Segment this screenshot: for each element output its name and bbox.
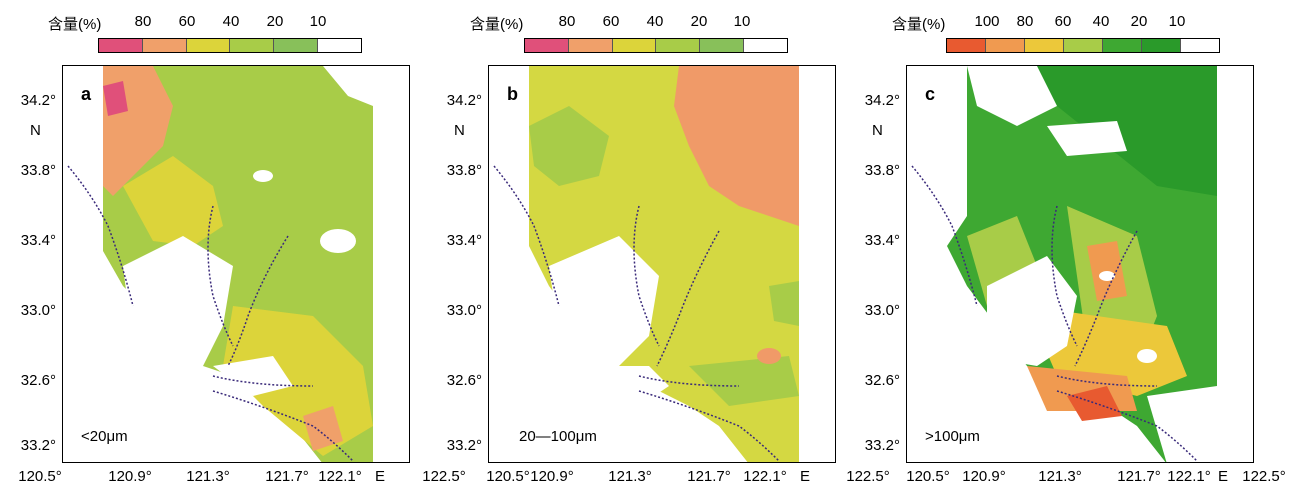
legend-swatch: [1142, 39, 1181, 52]
y-tick-label: 34.2°: [20, 92, 56, 109]
legend-tick: 10: [309, 13, 327, 30]
legend-swatch: [274, 39, 319, 52]
legend-tick: 40: [222, 13, 240, 30]
x-tick-label: 122.1°: [743, 468, 787, 485]
y-tick-label: 33.2°: [864, 437, 900, 454]
y-tick-label: 32.6°: [20, 372, 56, 389]
x-tick-label: 120.5°: [18, 468, 62, 485]
legend-swatch: [186, 39, 231, 52]
legend-tick: 60: [1054, 13, 1072, 30]
x-tick-label: 120.9°: [530, 468, 574, 485]
legend-swatch: [1181, 39, 1219, 52]
panel-b: 122.5° 含量(%) 80 60 40 20 10 b 20—100μm: [422, 0, 852, 492]
legend-tick: 40: [646, 13, 664, 30]
legend-swatch: [525, 39, 569, 52]
legend-title: 含量(%): [48, 16, 102, 33]
y-tick-label: 33.8°: [446, 162, 482, 179]
x-tick-label: 121.3°: [186, 468, 230, 485]
grain-size-label: <20μm: [81, 428, 128, 445]
legend-tick: 60: [602, 13, 620, 30]
x-tick-label: 121.3°: [608, 468, 652, 485]
y-tick-label: 34.2°: [864, 92, 900, 109]
panel-c: 122.5° 含量(%) 100 80 60 40 20 10: [844, 0, 1286, 492]
x-tick-label: 120.9°: [108, 468, 152, 485]
x-tick-label: 122.1°: [1167, 468, 1211, 485]
y-axis-unit: N: [454, 122, 465, 139]
legend-swatch: [986, 39, 1025, 52]
legend-title: 含量(%): [470, 16, 524, 33]
x-tick-label: 120.9°: [962, 468, 1006, 485]
x-tick-label: 122.5°: [1242, 468, 1286, 485]
y-axis-unit: N: [30, 122, 41, 139]
x-tick-label: 121.3°: [1038, 468, 1082, 485]
y-tick-label: 32.6°: [446, 372, 482, 389]
x-tick-label: 121.7°: [687, 468, 731, 485]
legend-tick: 20: [690, 13, 708, 30]
legend-tick: 10: [1168, 13, 1186, 30]
panel-a: 含量(%) 80 60 40 20 10: [0, 0, 430, 492]
contour-map: [489, 66, 835, 462]
x-tick-label: 120.5°: [906, 468, 950, 485]
contour-map: [63, 66, 409, 462]
x-axis-unit: E: [374, 468, 386, 485]
y-tick-label: 33.0°: [20, 302, 56, 319]
legend-swatch: [612, 39, 657, 52]
legend-swatch: [1025, 39, 1064, 52]
x-tick-label: 122.5°: [422, 468, 466, 485]
legend-swatch: [568, 39, 613, 52]
panel-letter: c: [925, 84, 936, 104]
y-tick-label: 33.0°: [864, 302, 900, 319]
y-tick-label: 33.4°: [446, 232, 482, 249]
y-tick-label: 33.4°: [864, 232, 900, 249]
legend-swatch: [1103, 39, 1142, 52]
legend-swatch: [142, 39, 187, 52]
legend-tick: 100: [974, 13, 1000, 30]
color-legend: [524, 38, 788, 53]
x-tick-label: 120.5°: [486, 468, 530, 485]
panel-letter: b: [507, 84, 518, 104]
y-tick-label: 33.8°: [20, 162, 56, 179]
legend-tick: 20: [1130, 13, 1148, 30]
y-tick-label: 33.2°: [20, 437, 56, 454]
legend-tick: 80: [1016, 13, 1034, 30]
legend-tick: 60: [178, 13, 196, 30]
legend-tick: 10: [733, 13, 751, 30]
legend-tick: 80: [134, 13, 152, 30]
y-tick-label: 33.8°: [864, 162, 900, 179]
legend-swatch: [318, 39, 361, 52]
legend-swatch: [1064, 39, 1103, 52]
grain-size-label: >100μm: [925, 428, 980, 445]
x-tick-label: 121.7°: [265, 468, 309, 485]
x-tick-label: 121.7°: [1117, 468, 1161, 485]
x-axis-unit: E: [1217, 468, 1229, 485]
y-axis-unit: N: [872, 122, 883, 139]
legend-swatch: [230, 39, 275, 52]
color-legend: [98, 38, 362, 53]
y-tick-label: 33.4°: [20, 232, 56, 249]
legend-swatch: [700, 39, 745, 52]
map-frame: a <20μm: [62, 65, 410, 463]
contour-map: [907, 66, 1253, 462]
legend-swatch: [99, 39, 143, 52]
y-tick-label: 33.0°: [446, 302, 482, 319]
y-tick-label: 34.2°: [446, 92, 482, 109]
map-frame: c >100μm: [906, 65, 1254, 463]
y-tick-label: 33.2°: [446, 437, 482, 454]
x-tick-label: 122.5°: [846, 468, 890, 485]
legend-swatch: [947, 39, 986, 52]
color-legend: [946, 38, 1220, 53]
panel-letter: a: [81, 84, 92, 104]
legend-tick: 40: [1092, 13, 1110, 30]
x-tick-label: 122.1°: [318, 468, 362, 485]
map-frame: b 20—100μm: [488, 65, 836, 463]
legend-swatch: [744, 39, 787, 52]
legend-swatch: [656, 39, 701, 52]
x-axis-unit: E: [799, 468, 811, 485]
legend-title: 含量(%): [892, 16, 946, 33]
legend-tick: 20: [266, 13, 284, 30]
grain-size-label: 20—100μm: [519, 428, 597, 445]
legend-tick: 80: [558, 13, 576, 30]
y-tick-label: 32.6°: [864, 372, 900, 389]
